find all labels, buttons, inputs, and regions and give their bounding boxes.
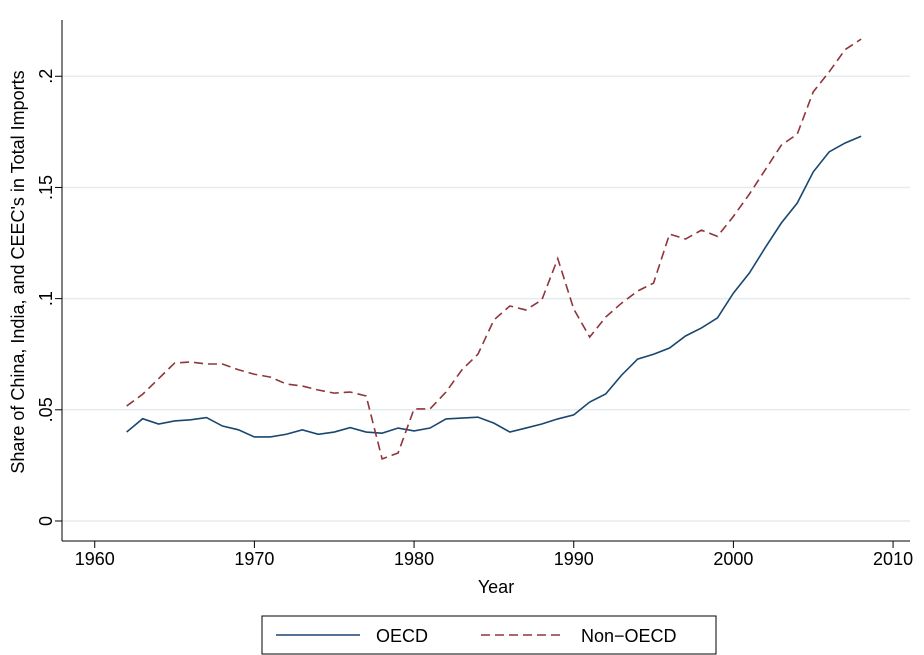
- y-tick-label: .1: [36, 291, 56, 306]
- x-tick-label: 1980: [394, 549, 434, 569]
- x-tick-label: 2000: [713, 549, 753, 569]
- x-tick-label: 2010: [873, 549, 913, 569]
- y-tick-label: 0: [36, 516, 56, 526]
- legend-label: Non−OECD: [581, 626, 677, 646]
- y-tick-label: .15: [36, 175, 56, 200]
- x-tick-label: 1970: [234, 549, 274, 569]
- line-series: [126, 135, 862, 438]
- x-tick-label: 1960: [75, 549, 115, 569]
- y-axis-title: Share of China, India, and CEEC's in Tot…: [8, 70, 28, 473]
- legend-label: OECD: [376, 626, 428, 646]
- y-tick-label: .2: [36, 69, 56, 84]
- y-tick-label: .05: [36, 397, 56, 422]
- x-axis-title: Year: [478, 577, 514, 597]
- x-tick-label: 1990: [554, 549, 594, 569]
- line-series: [126, 38, 862, 461]
